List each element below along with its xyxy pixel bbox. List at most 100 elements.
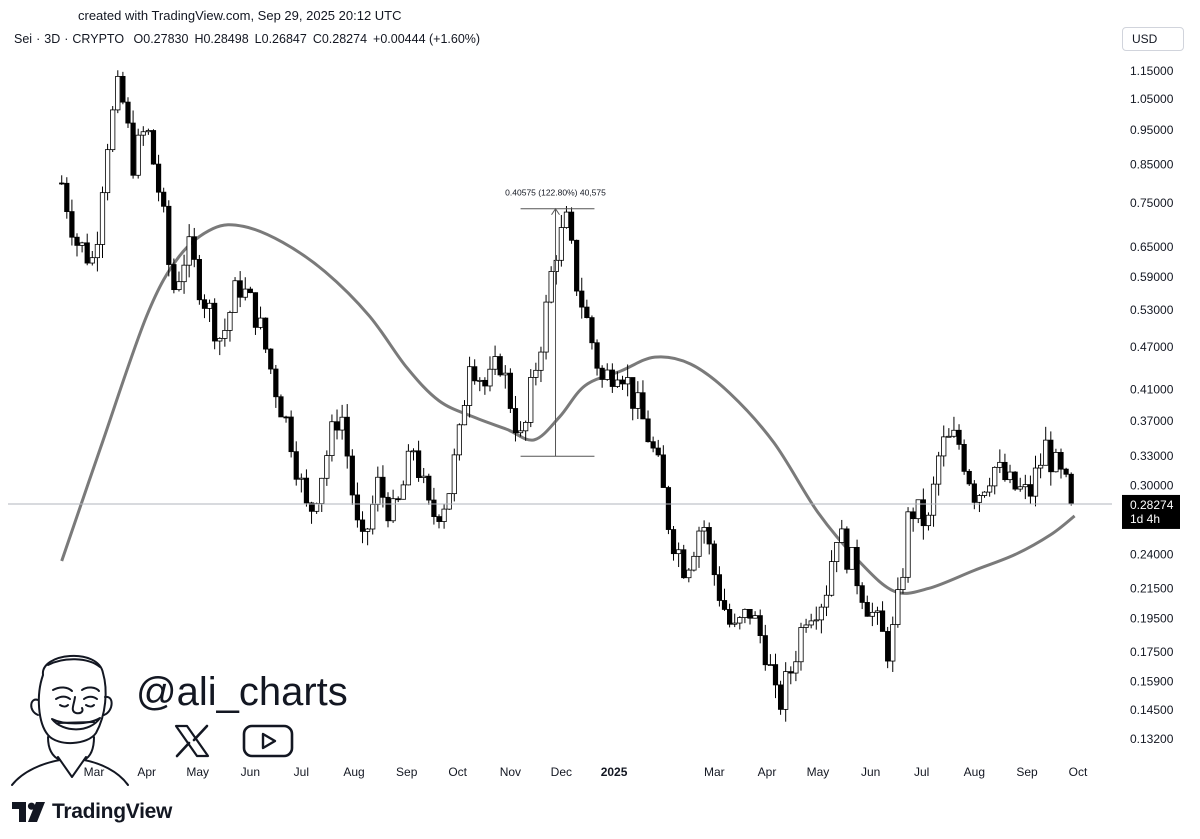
y-tick-label: 0.95000 — [1130, 123, 1174, 137]
x-tick-label: Sep — [1016, 765, 1038, 779]
candle-up — [614, 379, 621, 387]
x-logo-icon[interactable] — [174, 724, 210, 758]
candle-up — [951, 429, 957, 437]
candle-down — [344, 416, 350, 457]
candle-up — [298, 477, 304, 480]
candle-up — [890, 624, 896, 662]
candle-up — [834, 542, 840, 562]
candle-up — [1038, 464, 1044, 469]
candle-up — [517, 430, 524, 434]
y-tick-label: 0.47000 — [1130, 340, 1174, 354]
candle-down — [747, 608, 753, 619]
youtube-icon[interactable] — [242, 724, 294, 758]
y-tick-label: 0.15900 — [1130, 675, 1174, 689]
candle-up — [767, 664, 773, 666]
candle-down — [512, 408, 519, 434]
candle-down — [859, 585, 865, 603]
x-tick-label: Sep — [396, 765, 418, 779]
candle-down — [303, 477, 310, 504]
candle-up — [869, 611, 875, 617]
candle-down — [920, 499, 926, 527]
candle-down — [161, 191, 167, 207]
candle-up — [558, 227, 564, 261]
candle-up — [752, 615, 758, 619]
candle-down — [385, 496, 391, 522]
candle-down — [125, 101, 131, 124]
chart-credit: created with TradingView.com, Sep 29, 20… — [78, 8, 402, 23]
legend-symbol[interactable]: Sei — [14, 32, 33, 46]
candle-up — [803, 624, 809, 628]
author-handle[interactable]: @ali_charts — [136, 670, 348, 714]
candle-down — [788, 671, 794, 674]
candle-up — [135, 134, 141, 176]
candle-down — [966, 470, 972, 485]
candle-down — [844, 528, 850, 570]
candle-down — [166, 205, 172, 265]
y-tick-label: 0.85000 — [1130, 157, 1174, 171]
candle-down — [879, 610, 886, 632]
candle-up — [676, 549, 682, 555]
candle-down — [120, 75, 126, 103]
x-tick-label: Mar — [704, 765, 725, 779]
y-tick-label: 1.05000 — [1130, 92, 1174, 106]
candle-down — [416, 450, 422, 478]
candle-down — [59, 182, 65, 185]
candle-down — [1027, 484, 1034, 497]
candle-down — [864, 602, 870, 617]
candle-up — [1022, 484, 1028, 488]
candle-down — [885, 631, 891, 662]
x-tick-label: Apr — [758, 765, 777, 779]
candle-down — [645, 418, 651, 443]
candle-up — [110, 109, 116, 151]
candle-up — [186, 236, 192, 266]
x-tick-label: Aug — [343, 765, 364, 779]
candle-down — [268, 348, 274, 370]
candle-up — [99, 192, 106, 245]
candle-up — [874, 610, 881, 613]
candle-up — [421, 475, 427, 478]
candle-up — [242, 288, 248, 298]
legend-exchange: CRYPTO — [72, 32, 125, 46]
candle-down — [971, 483, 977, 503]
candle-up — [375, 476, 381, 505]
candle-up — [492, 356, 498, 370]
candle-up — [701, 527, 707, 532]
candle-up — [104, 149, 111, 194]
candle-up — [319, 477, 325, 504]
y-tick-label: 0.21500 — [1130, 581, 1174, 595]
candle-up — [808, 620, 814, 626]
candle-down — [283, 416, 289, 419]
candle-down — [609, 369, 615, 387]
y-tick-label: 0.19500 — [1130, 612, 1174, 626]
candle-up — [976, 495, 983, 503]
candle-down — [130, 122, 136, 176]
candle-up — [818, 606, 824, 621]
tradingview-brand[interactable]: TradingView — [12, 800, 172, 824]
candle-up — [487, 368, 493, 387]
candle-up — [329, 421, 335, 456]
x-tick-label: Nov — [500, 765, 521, 779]
y-tick-label: 0.14500 — [1130, 703, 1174, 717]
candle-down — [155, 163, 162, 193]
candle-down — [640, 392, 646, 420]
tradingview-wordmark: TradingView — [52, 800, 173, 823]
measure-arrow-icon — [551, 207, 560, 215]
candle-up — [477, 379, 483, 382]
candle-up — [145, 130, 151, 133]
y-tick-label: 0.53000 — [1130, 303, 1174, 317]
candle-up — [686, 569, 692, 579]
candle-down — [956, 429, 962, 445]
candle-up — [410, 450, 417, 453]
currency-button[interactable]: USD — [1122, 27, 1184, 51]
candle-up — [456, 424, 462, 456]
candle-up — [548, 271, 554, 303]
legend-close: C0.28274 — [312, 32, 368, 46]
candle-down — [1068, 473, 1074, 505]
price-axis[interactable]: 1.15000 1.05000 0.95000 0.85000 0.75000 0.650… — [1130, 64, 1174, 746]
legend-interval[interactable]: 3D — [44, 32, 61, 46]
candle-up — [915, 499, 921, 520]
time-axis[interactable]: Mar Apr May Jun Jul Aug Sep Oct Nov Dec 2025 Mar Apr… — [84, 765, 1088, 779]
candle-down — [507, 372, 513, 409]
